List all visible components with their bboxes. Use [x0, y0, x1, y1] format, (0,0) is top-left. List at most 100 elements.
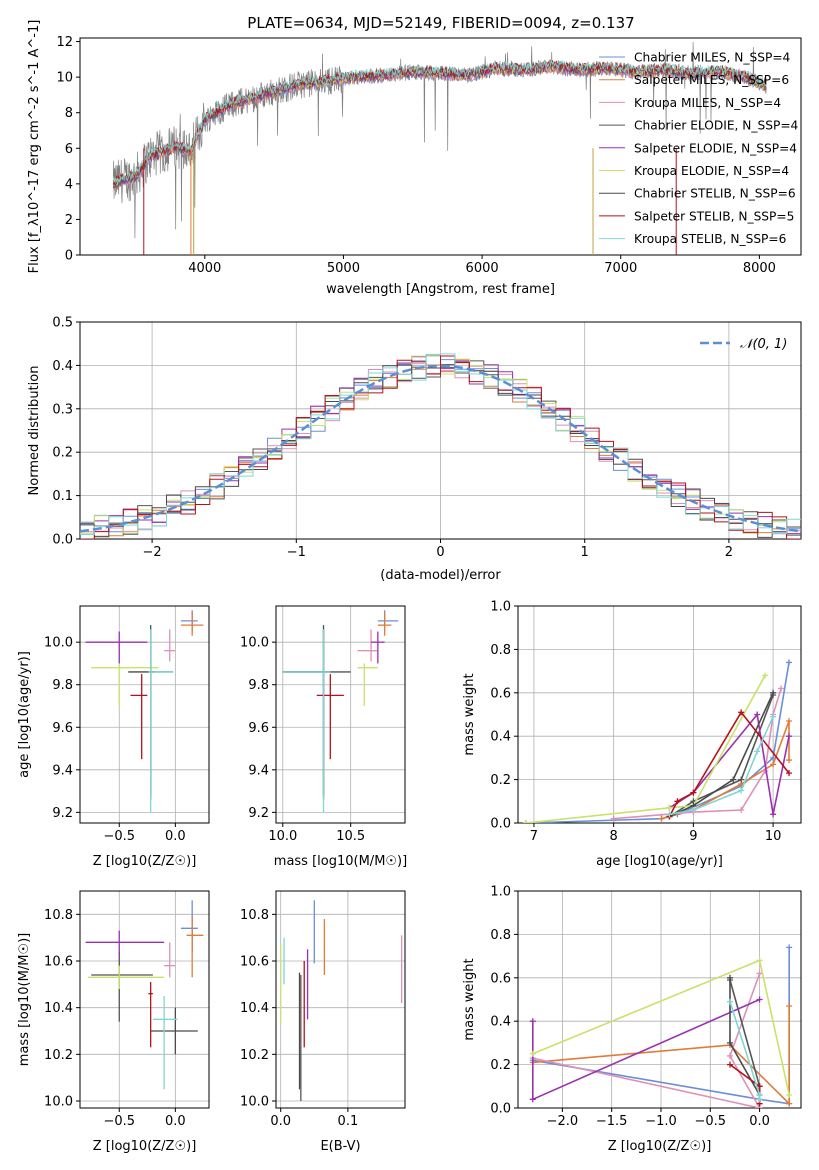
- x-tick-label: 0.0: [165, 1114, 186, 1129]
- y-tick-label: 2: [65, 213, 73, 228]
- x-tick-label: −0.5: [103, 829, 135, 844]
- legend-label: Salpeter STELIB, N_SSP=5: [634, 209, 794, 223]
- y-tick-label: 0: [65, 249, 73, 264]
- legend-label: 𝒩(0, 1): [740, 337, 787, 352]
- x-tick-label: 6000: [466, 261, 499, 276]
- gaussian-curve: [80, 364, 801, 533]
- age_vs_mass-axes: 10.0 10.5 9.2 9.4 9.6 9.8 10.0: [240, 605, 406, 844]
- x-tick-label: 0.1: [338, 1114, 359, 1129]
- y-tick-label: 0.5: [52, 316, 73, 331]
- x-tick-label: 7: [530, 829, 538, 844]
- weight-series-marker: [727, 998, 734, 1005]
- weight-series-marker: [738, 709, 745, 716]
- weight-series-marker: [786, 770, 793, 777]
- legend-label: Salpeter MILES, N_SSP=6: [634, 73, 789, 87]
- y-tick-label: 10.4: [44, 1001, 73, 1016]
- y-tick-label: 0.4: [490, 730, 511, 745]
- y-tick-label: 6: [65, 142, 73, 157]
- y-tick-label: 10.0: [44, 636, 73, 651]
- weight-series-marker: [754, 711, 761, 718]
- axes-frame: [79, 37, 802, 256]
- x-tick-label: 9: [689, 829, 697, 844]
- weight-series-marker: [756, 957, 763, 964]
- weight-series-marker: [786, 944, 793, 951]
- y-tick-label: 9.4: [52, 763, 73, 778]
- weight-series-marker: [786, 659, 793, 666]
- figure-title: PLATE=0634, MJD=52149, FIBERID=0094, z=0…: [247, 14, 634, 32]
- weight-series-line: [525, 662, 790, 823]
- weight_vs_Z-axes: −2.0 −1.5 −1.0 −0.5 0.0 0.0 0.2 0.4 0.6 0.8 1.0: [490, 885, 802, 1129]
- error-bar-point: [180, 612, 204, 636]
- error-bar-point: [152, 996, 178, 1090]
- y-tick-label: 9.2: [52, 806, 73, 821]
- y-tick-label: 0.2: [490, 773, 511, 788]
- weight-series-marker: [727, 1052, 734, 1059]
- x-tick-label: −2: [143, 545, 162, 560]
- y-axis-label: mass weight: [462, 673, 477, 755]
- error-bar-point: [164, 942, 176, 978]
- y-tick-label: 1.0: [490, 600, 511, 615]
- y-tick-label: 1.0: [490, 885, 511, 900]
- x-axis-label: mass [log10(M/M☉)]: [274, 854, 407, 869]
- weight-series-marker: [786, 718, 793, 725]
- weight-series-marker: [738, 806, 745, 813]
- x-tick-label: 0.0: [749, 1114, 770, 1129]
- residual-histograms: [80, 353, 801, 539]
- y-tick-label: 9.6: [248, 721, 269, 736]
- weight-series-marker: [770, 713, 777, 720]
- legend-label: Chabrier STELIB, N_SSP=6: [634, 187, 796, 201]
- x-axis-label: (data-model)/error: [380, 568, 501, 583]
- y-tick-label: 10.0: [44, 1095, 73, 1110]
- age_vs_mass-points: [282, 610, 399, 813]
- y-tick-label: 10.4: [240, 1001, 269, 1016]
- x-tick-label: 0.0: [165, 829, 186, 844]
- y-tick-label: 8: [65, 106, 73, 121]
- x-tick-label: −1: [287, 545, 306, 560]
- weight_vs_age-axes: 7 8 9 10 0.0 0.2 0.4 0.6 0.8 1.0: [490, 600, 802, 844]
- weight-series-marker: [770, 689, 777, 696]
- y-tick-label: 10.0: [240, 1095, 269, 1110]
- legend-label: Kroupa ELODIE, N_SSP=4: [634, 164, 789, 178]
- x-axis-label: wavelength [Angstrom, rest frame]: [326, 282, 555, 297]
- axes-frame: [275, 890, 406, 1109]
- y-tick-label: 4: [65, 177, 73, 192]
- y-tick-label: 10.6: [44, 955, 73, 970]
- weight-series-marker: [762, 672, 769, 679]
- weight-series-marker: [756, 970, 763, 977]
- mass_vs_EBV-points: [280, 900, 403, 1101]
- weight-series-marker: [727, 974, 734, 981]
- x-tick-label: −0.5: [103, 1114, 135, 1129]
- weight-series-line: [532, 998, 760, 1101]
- age_vs_Z-points: [85, 610, 204, 813]
- x-tick-label: 5000: [327, 261, 360, 276]
- weight-series-marker: [727, 1061, 734, 1068]
- error-bar-point: [357, 629, 378, 662]
- legend-label: Kroupa STELIB, N_SSP=6: [634, 232, 786, 246]
- weight-series-marker: [786, 757, 793, 764]
- axes-frame: [79, 605, 210, 824]
- weight-series-line: [532, 973, 761, 1108]
- weight-series-marker: [610, 815, 617, 822]
- x-tick-label: 0.0: [270, 1114, 291, 1129]
- y-axis-label: mass [log10(M/M☉)]: [17, 933, 32, 1066]
- error-bar-point: [180, 610, 198, 632]
- error-bar-point: [164, 629, 176, 662]
- error-bar-point: [186, 916, 204, 978]
- legend-label: Chabrier MILES, N_SSP=4: [634, 51, 791, 65]
- weight-series-marker: [658, 815, 665, 822]
- weight-series-marker: [529, 1018, 536, 1025]
- weight-series-marker: [756, 996, 763, 1003]
- weight-series-marker: [738, 787, 745, 794]
- y-tick-label: 0.3: [52, 402, 73, 417]
- x-tick-label: 10.5: [336, 829, 365, 844]
- y-tick-label: 0.0: [490, 817, 511, 832]
- y-tick-label: 10.2: [44, 1048, 73, 1063]
- weight-series-marker: [529, 1050, 536, 1057]
- error-bar-point: [87, 965, 165, 989]
- y-tick-label: 0.4: [52, 359, 73, 374]
- y-tick-label: 0.2: [490, 1058, 511, 1073]
- weight-series-marker: [786, 1100, 793, 1107]
- x-axis-label: Z [log10(Z/Z☉)]: [93, 1139, 197, 1154]
- weight-series-marker: [786, 733, 793, 740]
